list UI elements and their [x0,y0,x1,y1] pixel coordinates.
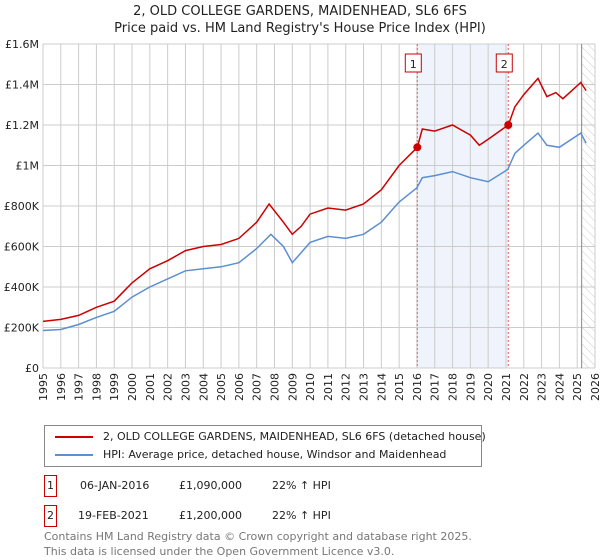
x-tick-label: 2026 [589,373,600,401]
price-chart: 1995 1996 1997 1998 1999 2000 2001 2002 2003 2004… [4,38,600,401]
x-tick-label: 2004 [197,373,210,401]
legend-item-property: 2, OLD COLLEGE GARDENS, MAIDENHEAD, SL6 … [55,430,486,444]
transaction-date: 19-FEB-2021 [78,509,149,522]
x-tick-label: 1996 [55,373,68,401]
sale-label: 1 [410,58,417,71]
x-tick-label: 2011 [322,373,335,401]
sale-point [413,143,422,152]
transaction-badge: 2 [44,505,57,527]
x-tick-label: 2021 [500,373,513,401]
x-tick-label: 2002 [162,373,175,401]
sale-label: 2 [501,58,508,71]
x-tick-label: 1995 [37,373,50,401]
x-tick-label: 2005 [215,373,228,401]
x-tick-label: 2014 [375,373,388,401]
legend-swatch-blue [55,454,93,456]
x-tick-label: 2012 [340,373,353,401]
y-tick-label: £1.4M [5,79,39,92]
x-tick-label: 2024 [553,373,566,401]
x-tick-label: 2013 [358,373,371,401]
x-tick-label: 2022 [518,373,531,401]
transaction-hpi: 22% ↑ HPI [272,479,331,492]
footer-licence: This data is licensed under the Open Gov… [44,545,395,558]
y-tick-label: £400K [4,281,40,294]
transaction-price: £1,200,000 [179,509,242,522]
legend-swatch-red [55,436,93,438]
y-tick-label: £1M [16,160,40,173]
x-tick-label: 2006 [233,373,246,401]
x-tick-label: 2023 [536,373,549,401]
y-tick-label: £600K [4,241,40,254]
transaction-row: 2 19-FEB-2021 £1,200,000 22% ↑ HPI [44,505,464,527]
x-tick-label: 2017 [429,373,442,401]
legend-item-hpi: HPI: Average price, detached house, Wind… [55,448,446,462]
x-tick-label: 1997 [73,373,86,401]
x-tick-label: 2020 [482,373,495,401]
chart-subtitle: Price paid vs. HM Land Registry's House … [114,21,486,36]
sale-point [504,121,513,129]
transaction-date: 06-JAN-2016 [80,479,150,492]
legend-label: HPI: Average price, detached house, Wind… [103,448,447,461]
x-tick-label: 2001 [144,373,157,401]
x-tick-label: 2019 [464,373,477,401]
legend: 2, OLD COLLEGE GARDENS, MAIDENHEAD, SL6 … [44,425,486,467]
y-tick-label: £1.6M [5,38,39,51]
y-tick-label: £800K [4,200,40,213]
y-tick-label: £1.2M [5,119,39,132]
x-tick-label: 1999 [108,373,121,401]
transaction-price: £1,090,000 [179,479,242,492]
x-tick-label: 2018 [447,373,460,401]
hpi-line [42,132,587,332]
x-tick-label: 2007 [251,373,264,401]
sale-label-box [404,53,422,73]
x-tick-label: 2000 [126,373,139,401]
chart-title: 2, OLD COLLEGE GARDENS, MAIDENHEAD, SL6 … [133,4,467,19]
x-tick-label: 2010 [304,373,317,401]
x-tick-label: 2003 [179,373,192,401]
property-price-line [42,77,587,323]
x-tick-label: 2015 [393,373,406,401]
transaction-badge: 1 [44,475,57,497]
x-tick-label: 2016 [411,373,424,401]
y-tick-label: £0 [25,362,39,375]
legend-label: 2, OLD COLLEGE GARDENS, MAIDENHEAD, SL6 … [103,430,486,443]
x-tick-label: 1998 [90,373,103,401]
y-tick-label: £200K [4,322,40,335]
footer-copyright: Contains HM Land Registry data © Crown c… [44,530,472,543]
x-tick-label: 2025 [571,373,584,401]
sale-label-box [495,53,513,73]
transaction-hpi: 22% ↑ HPI [272,509,331,522]
x-tick-label: 2008 [268,373,281,401]
x-tick-label: 2009 [286,373,299,401]
transaction-row: 1 06-JAN-2016 £1,090,000 22% ↑ HPI [44,475,464,497]
